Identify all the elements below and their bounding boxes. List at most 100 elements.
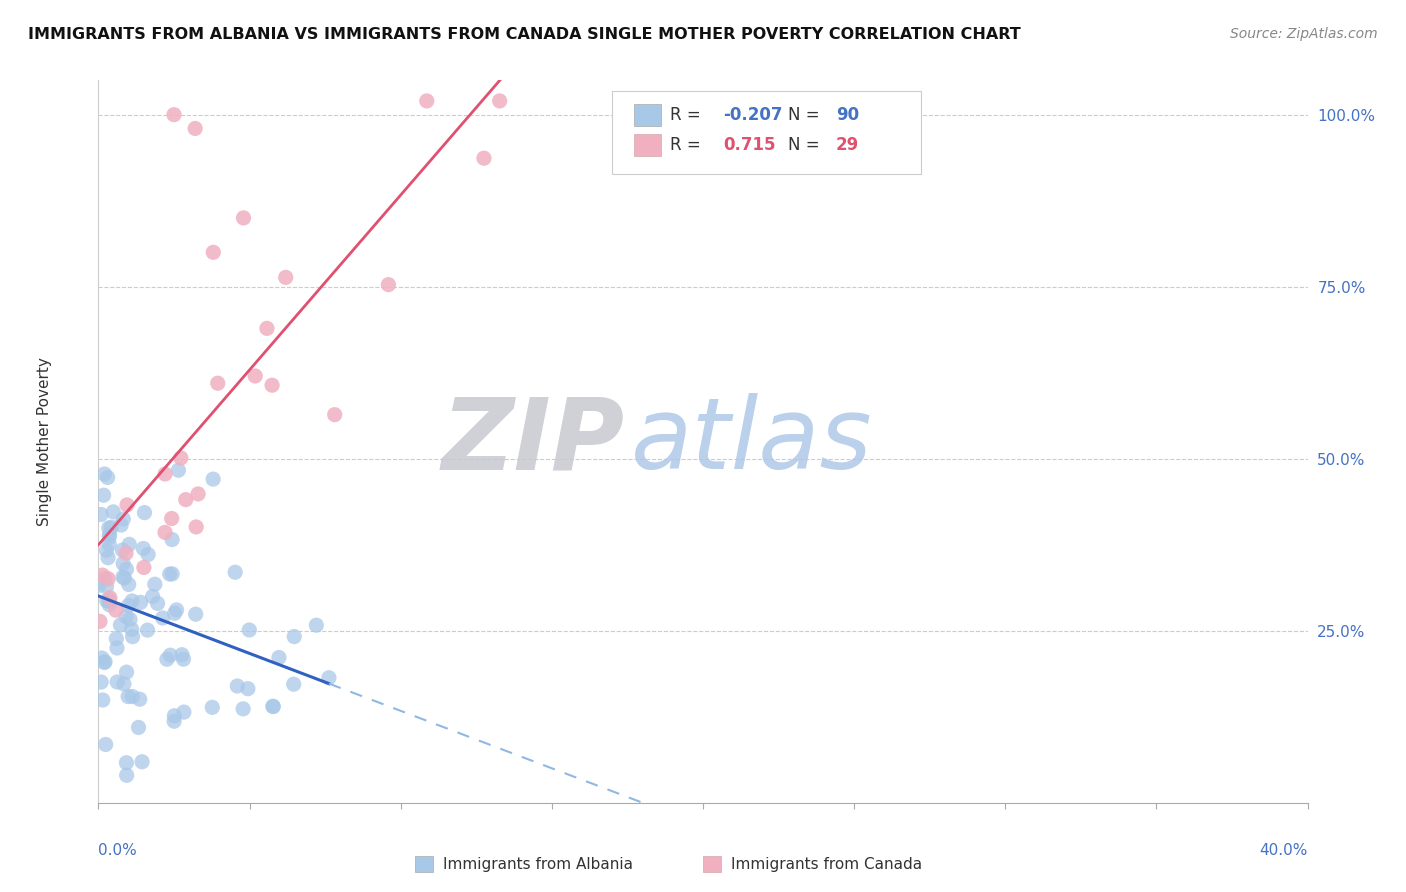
Point: [94, 655, 117, 669]
Point: [111, 570, 134, 584]
Point: [115, 768, 138, 782]
Text: IMMIGRANTS FROM ALBANIA VS IMMIGRANTS FROM CANADA SINGLE MOTHER POVERTY CORRELAT: IMMIGRANTS FROM ALBANIA VS IMMIGRANTS FR…: [28, 27, 1021, 42]
Text: R =: R =: [671, 136, 706, 154]
Point: [416, 94, 439, 108]
Point: [100, 520, 122, 534]
Point: [117, 690, 139, 704]
Point: [118, 612, 141, 626]
Point: [132, 560, 155, 574]
Point: [238, 623, 260, 637]
Point: [110, 518, 132, 533]
Point: [160, 511, 183, 525]
Point: [98, 537, 121, 551]
Point: [146, 596, 169, 610]
Point: [97, 521, 120, 535]
Point: [89, 578, 111, 592]
Point: [117, 599, 139, 613]
Point: [112, 512, 135, 526]
Point: [93, 467, 115, 481]
Point: [267, 650, 290, 665]
Point: [262, 378, 284, 392]
Point: [132, 541, 155, 556]
Point: [128, 720, 150, 734]
Point: [166, 603, 188, 617]
Point: [111, 543, 134, 558]
Point: [174, 492, 197, 507]
Point: [472, 151, 495, 165]
Point: [96, 594, 118, 608]
Point: [93, 656, 115, 670]
Text: 0.0%: 0.0%: [98, 843, 138, 857]
Point: [187, 487, 209, 501]
Text: 90: 90: [837, 106, 859, 124]
Point: [97, 594, 120, 608]
Point: [128, 692, 150, 706]
Point: [98, 527, 121, 541]
Point: [118, 537, 141, 551]
Point: [152, 611, 174, 625]
Point: [202, 472, 225, 486]
Point: [232, 211, 254, 225]
Point: [184, 121, 207, 136]
Point: [305, 618, 328, 632]
Point: [112, 557, 135, 571]
Point: [318, 671, 340, 685]
Point: [156, 652, 179, 666]
Point: [159, 648, 181, 663]
Point: [89, 615, 111, 629]
Point: [184, 607, 207, 622]
Point: [134, 506, 156, 520]
Point: [94, 738, 117, 752]
Point: [202, 245, 225, 260]
Point: [160, 533, 183, 547]
Point: [94, 571, 117, 585]
Point: [91, 693, 114, 707]
Point: [283, 630, 305, 644]
Point: [115, 665, 138, 680]
Point: [90, 651, 112, 665]
Point: [90, 508, 112, 522]
Text: N =: N =: [787, 106, 824, 124]
Point: [115, 609, 138, 624]
Point: [136, 548, 159, 562]
Point: [142, 590, 165, 604]
Point: [105, 632, 128, 646]
Point: [167, 463, 190, 477]
Point: [262, 699, 284, 714]
Point: [283, 677, 305, 691]
Point: [105, 675, 128, 690]
Point: [232, 702, 254, 716]
Point: [121, 630, 143, 644]
Point: [159, 567, 181, 582]
Point: [104, 603, 127, 617]
Point: [226, 679, 249, 693]
Point: [121, 623, 143, 637]
Point: [163, 708, 186, 723]
Point: [207, 376, 229, 391]
Point: [245, 368, 267, 383]
Point: [172, 652, 194, 666]
Point: [110, 618, 132, 632]
Point: [163, 607, 186, 621]
Point: [91, 568, 114, 582]
Point: [115, 756, 138, 770]
Point: [256, 321, 278, 335]
Point: [90, 675, 112, 690]
Point: [224, 565, 246, 579]
Point: [121, 690, 143, 704]
Text: 29: 29: [837, 136, 859, 154]
Point: [377, 277, 399, 292]
Point: [115, 498, 138, 512]
FancyBboxPatch shape: [613, 91, 921, 174]
Point: [97, 470, 120, 484]
Text: Immigrants from Albania: Immigrants from Albania: [443, 857, 633, 871]
Point: [170, 450, 193, 465]
Point: [98, 530, 121, 544]
FancyBboxPatch shape: [634, 135, 661, 156]
Text: -0.207: -0.207: [724, 106, 783, 124]
Point: [98, 591, 121, 605]
Point: [143, 577, 166, 591]
Point: [105, 640, 128, 655]
Point: [170, 648, 193, 662]
Point: [112, 677, 135, 691]
